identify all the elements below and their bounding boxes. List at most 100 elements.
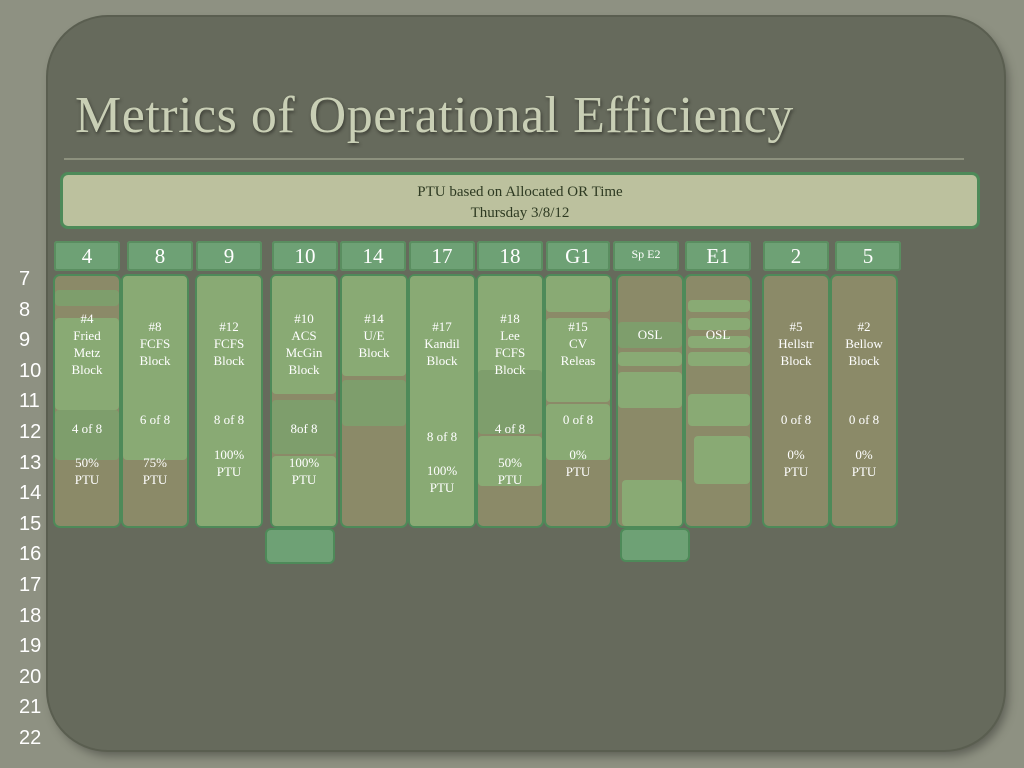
overtime-block xyxy=(265,528,335,564)
time-block xyxy=(55,290,119,306)
time-block xyxy=(618,372,682,408)
hour-label: 7 xyxy=(19,268,31,290)
block-label: #5 Hellstr Block xyxy=(778,319,814,368)
block-label: #17 Kandil Block xyxy=(424,319,460,368)
room-header-sp-e2: Sp E2 xyxy=(613,241,679,271)
time-block xyxy=(546,404,610,460)
ptu-percent: 75% PTU xyxy=(142,455,168,487)
room-column-9: #12 FCFS Block 8 of 8 100% PTU xyxy=(195,274,263,528)
hour-label: 22 xyxy=(19,727,42,749)
schedule-banner: PTU based on Allocated OR Time Thursday … xyxy=(60,172,980,229)
time-block xyxy=(688,336,750,348)
time-block xyxy=(123,276,187,460)
block-label: OSL xyxy=(705,327,731,342)
time-block xyxy=(694,436,750,484)
room-header-14: 14 xyxy=(340,241,406,271)
room-header-e1: E1 xyxy=(685,241,751,271)
room-column-17: #17 Kandil Block 8 of 8 100% PTU xyxy=(408,274,476,528)
cases-count: 8 of 8 xyxy=(213,412,245,427)
room-column-8: #8 FCFS Block 6 of 8 75% PTU xyxy=(121,274,189,528)
block-label: OSL xyxy=(637,327,663,342)
time-block xyxy=(272,400,336,454)
time-block xyxy=(478,276,542,376)
room-column-sp-e2: OSL xyxy=(616,274,684,528)
ptu-percent: 50% PTU xyxy=(497,455,523,487)
block-label: #4 Fried Metz Block xyxy=(71,311,103,377)
time-block xyxy=(688,352,750,366)
time-block xyxy=(618,322,682,348)
hour-label: 16 xyxy=(19,543,42,566)
banner-line-1: PTU based on Allocated OR Time xyxy=(417,184,623,200)
hour-label: 11 xyxy=(19,390,40,413)
banner-line-2: Thursday 3/8/12 xyxy=(470,205,570,221)
room-column-4: #4 Fried Metz Block 4 of 8 50% PTU xyxy=(53,274,121,528)
room-header-18: 18 xyxy=(477,241,543,271)
overtime-block xyxy=(620,528,690,562)
time-block xyxy=(688,318,750,330)
block-label: #2 Bellow Block xyxy=(845,319,883,368)
room-header-8: 8 xyxy=(127,241,193,271)
hour-label: 15 xyxy=(19,512,42,535)
slide-title: Metrics of Operational Efficiency xyxy=(75,87,794,144)
room-header-2: 2 xyxy=(763,241,829,271)
time-block xyxy=(478,436,542,486)
block-label: #10 ACS McGin Block xyxy=(285,311,323,377)
room-column-e1: OSL xyxy=(684,274,752,528)
room-column-10: #10 ACS McGin Block 8of 8 100% PTU xyxy=(270,274,338,528)
time-block xyxy=(478,370,542,434)
block-label: #15 CV Releas xyxy=(560,319,596,368)
block-label: #12 FCFS Block xyxy=(213,319,245,368)
time-block xyxy=(546,276,610,312)
cases-count: 4 of 8 xyxy=(71,421,103,436)
hour-label: 17 xyxy=(19,574,42,596)
block-label: #14 U/E Block xyxy=(358,311,390,360)
ptu-percent: 0% PTU xyxy=(783,447,809,479)
cases-count: 0 of 8 xyxy=(780,412,812,427)
room-header-5: 5 xyxy=(835,241,901,271)
ptu-percent: 100% PTU xyxy=(426,463,458,495)
hour-label: 10 xyxy=(19,359,42,382)
time-block xyxy=(55,410,119,460)
time-block xyxy=(688,394,750,426)
time-block xyxy=(622,480,682,526)
cases-count: 0 of 8 xyxy=(848,412,880,427)
hour-label: 9 xyxy=(19,329,31,352)
hour-label: 19 xyxy=(19,635,42,658)
time-block xyxy=(410,276,474,526)
block-label: #18 Lee FCFS Block xyxy=(494,311,526,377)
room-column-g1: #15 CV Releas 0 of 8 0% PTU xyxy=(544,274,612,528)
room-column-14: #14 U/E Block xyxy=(340,274,408,528)
time-block xyxy=(342,380,406,426)
hour-label: 12 xyxy=(19,421,42,443)
hour-label: 18 xyxy=(19,604,42,627)
room-column-5: #2 Bellow Block 0 of 8 0% PTU xyxy=(830,274,898,528)
cases-count: 0 of 8 xyxy=(562,412,594,427)
hour-label: 8 xyxy=(19,298,31,321)
title-divider xyxy=(64,158,964,160)
time-block xyxy=(197,276,261,526)
room-header-17: 17 xyxy=(409,241,475,271)
hour-label: 21 xyxy=(19,696,42,719)
ptu-percent: 100% PTU xyxy=(213,447,245,479)
ptu-percent: 50% PTU xyxy=(74,455,100,487)
cases-count: 6 of 8 xyxy=(139,412,171,427)
block-label: #8 FCFS Block xyxy=(139,319,171,368)
ptu-percent: 0% PTU xyxy=(565,447,591,479)
hour-label: 14 xyxy=(19,482,42,505)
room-header-10: 10 xyxy=(272,241,338,271)
time-block xyxy=(688,300,750,312)
room-column-2: #5 Hellstr Block 0 of 8 0% PTU xyxy=(762,274,830,528)
room-column-18: #18 Lee FCFS Block 4 of 8 50% PTU xyxy=(476,274,544,528)
room-header-4: 4 xyxy=(54,241,120,271)
cases-count: 8of 8 xyxy=(290,421,318,436)
ptu-percent: 0% PTU xyxy=(851,447,877,479)
time-block xyxy=(546,318,610,402)
time-block xyxy=(342,276,406,376)
time-block xyxy=(272,456,336,526)
hour-label: 13 xyxy=(19,451,42,474)
room-header-9: 9 xyxy=(196,241,262,271)
time-block xyxy=(55,318,119,410)
time-block xyxy=(618,352,682,366)
cases-count: 8 of 8 xyxy=(426,429,458,444)
ptu-percent: 100% PTU xyxy=(288,455,320,487)
